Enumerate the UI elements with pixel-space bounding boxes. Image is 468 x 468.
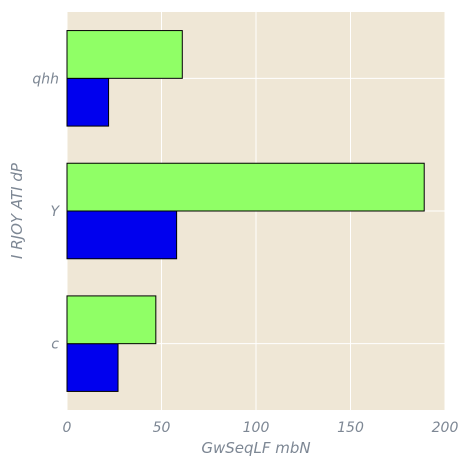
x-tick-label: 50: [153, 420, 171, 436]
bar-series-0-c: [66, 343, 119, 392]
bar-series-1-qhh: [66, 30, 183, 79]
y-tick-label: c: [51, 337, 59, 353]
y-tick-label: qhh: [32, 71, 59, 87]
x-tick-label: 0: [63, 420, 72, 436]
y-axis-label: I RJOY ATI dP: [8, 162, 26, 259]
bar-series-1-c: [66, 295, 157, 345]
y-tick-label: Y: [50, 204, 60, 220]
x-tick-label: 150: [337, 420, 364, 436]
bars: [66, 30, 425, 392]
x-tick-label: 200: [432, 420, 459, 436]
bar-series-1-Y: [66, 162, 425, 212]
x-tick-label: 100: [243, 420, 270, 436]
x-axis-label: GwSeqLF mbN: [201, 439, 310, 457]
bar-series-0-qhh: [66, 77, 110, 127]
x-ticks: 0 50 100 150 200: [63, 420, 459, 436]
bar-series-0-Y: [66, 210, 178, 260]
